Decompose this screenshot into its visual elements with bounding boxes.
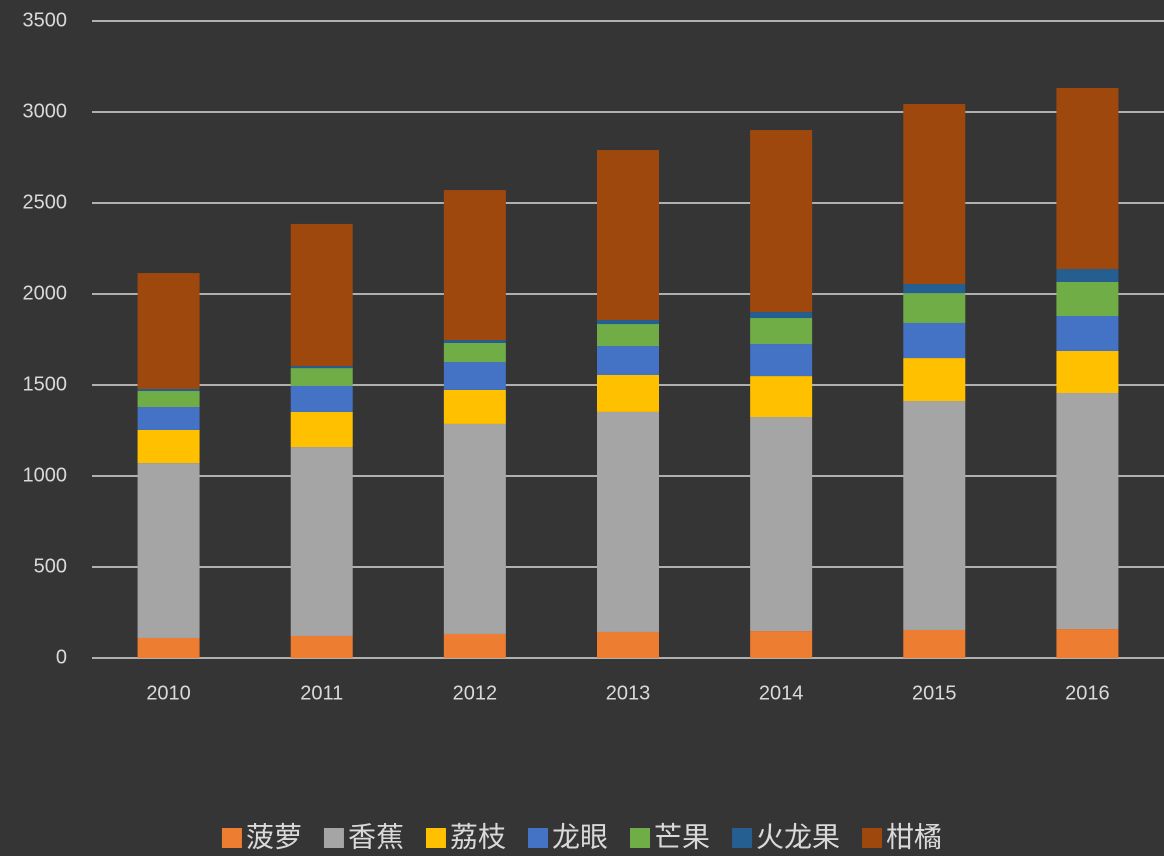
bar-segment xyxy=(903,283,966,294)
bar-segment xyxy=(137,273,200,390)
legend-swatch xyxy=(630,828,651,848)
bar-segment xyxy=(1056,393,1119,630)
legend-label: 荔枝 xyxy=(450,821,506,852)
bar-segment xyxy=(750,344,813,377)
legend-label: 香蕉 xyxy=(348,821,404,852)
bar-segment xyxy=(443,190,506,341)
bar-segment xyxy=(597,324,659,347)
bar-segment xyxy=(1056,281,1119,317)
legend-label: 火龙果 xyxy=(756,821,840,852)
legend-label: 芒果 xyxy=(654,821,710,852)
bar-segment xyxy=(903,401,966,630)
bar-segment xyxy=(597,346,659,375)
bar-segment xyxy=(903,293,966,323)
legend-swatch xyxy=(425,828,446,848)
bar-segment xyxy=(750,417,813,632)
y-tick-label: 2500 xyxy=(23,191,68,213)
x-tick-label: 2010 xyxy=(146,682,191,704)
bar-segment xyxy=(903,322,966,359)
bar-segment xyxy=(1056,269,1119,282)
bar-segment xyxy=(750,130,813,313)
bar-segment xyxy=(137,407,200,430)
legend-label: 龙眼 xyxy=(552,821,608,852)
bar-segment xyxy=(1056,350,1119,394)
x-tick-label: 2015 xyxy=(912,682,957,704)
bar-segment xyxy=(597,150,659,321)
bar-segment xyxy=(137,389,200,392)
bar-segment xyxy=(443,342,506,363)
bar-segment xyxy=(137,391,200,408)
bar-segment xyxy=(137,463,200,638)
bar-segment xyxy=(1056,87,1119,270)
bar-segment xyxy=(1056,316,1119,351)
x-tick-label: 2011 xyxy=(300,682,343,704)
bar-segment xyxy=(290,223,353,367)
y-tick-label: 3000 xyxy=(23,100,68,122)
bar-segment xyxy=(443,423,506,634)
bar-segment xyxy=(443,389,506,424)
bar-segment xyxy=(1056,629,1119,658)
y-tick-label: 2000 xyxy=(23,282,68,304)
bar-segment xyxy=(290,411,353,448)
legend-swatch xyxy=(862,828,883,848)
bar-segment xyxy=(903,358,966,402)
y-tick-label: 3500 xyxy=(23,9,68,31)
bar-segment xyxy=(750,631,813,658)
legend-label: 菠萝 xyxy=(246,821,302,852)
bar-segment xyxy=(750,312,813,319)
bar-segment xyxy=(443,362,506,390)
y-tick-label: 0 xyxy=(56,646,67,668)
x-tick-label: 2016 xyxy=(1065,682,1110,704)
bar-segment xyxy=(750,318,813,345)
x-tick-label: 2014 xyxy=(759,682,804,704)
bar-segment xyxy=(290,635,353,658)
y-tick-label: 1000 xyxy=(23,464,68,486)
bar-segment xyxy=(443,633,506,658)
bar-segment xyxy=(903,103,966,284)
legend-swatch xyxy=(221,828,242,848)
bar-segment xyxy=(597,320,659,325)
y-tick-label: 1500 xyxy=(23,373,68,395)
bar-segment xyxy=(903,629,966,658)
bar-segment xyxy=(750,376,813,418)
x-tick-label: 2012 xyxy=(453,682,498,704)
y-tick-label: 500 xyxy=(34,555,67,577)
legend-label: 柑橘 xyxy=(886,821,942,852)
bar-segment xyxy=(290,368,353,386)
x-tick-label: 2013 xyxy=(606,682,651,704)
bar-segment xyxy=(137,429,200,464)
bar-segment xyxy=(137,637,200,658)
bar-segment xyxy=(290,366,353,369)
bar-segment xyxy=(290,447,353,636)
bar-segment xyxy=(290,385,353,412)
bar-segment xyxy=(597,374,659,412)
bar-segment xyxy=(597,411,659,632)
bar-segment xyxy=(443,340,506,343)
bar-segment xyxy=(597,631,659,658)
legend-swatch xyxy=(732,828,753,848)
legend-swatch xyxy=(527,828,548,848)
legend-swatch xyxy=(323,828,344,848)
